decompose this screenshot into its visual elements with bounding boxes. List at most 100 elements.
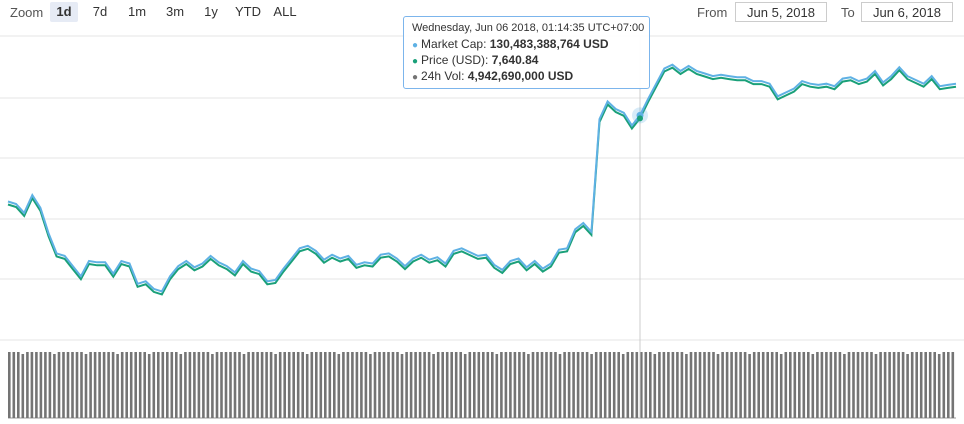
volume-bar (942, 352, 946, 418)
volume-bar (730, 352, 733, 418)
volume-bar (111, 352, 115, 418)
volume-bar (937, 354, 941, 418)
volume-bar (689, 352, 693, 418)
zoom-1y-button[interactable]: 1y (204, 4, 218, 19)
volume-bar (680, 352, 684, 418)
zoom-1m-button[interactable]: 1m (127, 4, 147, 19)
volume-bar (631, 352, 634, 418)
volume-bar (233, 352, 237, 418)
volume-bar (617, 352, 620, 418)
volume-bar (820, 352, 824, 418)
zoom-all-button[interactable]: ALL (273, 4, 297, 19)
volume-bar (260, 352, 264, 418)
volume-bar (603, 352, 607, 418)
volume-bar (919, 352, 923, 418)
volume-bar (531, 352, 535, 418)
volume-bar (26, 352, 29, 418)
volume-bar (35, 352, 38, 418)
volume-bar (576, 352, 580, 418)
volume-bar (152, 352, 156, 418)
volume-bar (17, 352, 20, 418)
volume-bar (594, 352, 598, 418)
volume-bar (716, 354, 720, 418)
volume-bar (459, 352, 462, 418)
volume-bar (251, 352, 255, 418)
zoom-ytd-button[interactable]: YTD (235, 4, 261, 19)
volume-bar (432, 354, 435, 418)
volume-bar (125, 352, 128, 418)
volume-bar (337, 354, 341, 418)
volume-bar (847, 352, 851, 418)
chart-tooltip: Wednesday, Jun 06 2018, 01:14:35 UTC+07:… (403, 16, 650, 89)
to-date-input[interactable]: Jun 6, 2018 (861, 2, 953, 22)
volume-bar (522, 352, 526, 418)
zoom-3m-button[interactable]: 3m (165, 4, 185, 19)
tooltip-volume-label: 24h Vol: (421, 69, 465, 83)
volume-bar (229, 352, 232, 418)
volume-bar (220, 352, 223, 418)
volume-bar (477, 352, 481, 418)
volume-bar (396, 352, 399, 418)
price-dot-icon: ● (412, 56, 419, 67)
volume-bar (825, 352, 828, 418)
volume-bar (590, 354, 593, 418)
volume-bar (482, 352, 485, 418)
tooltip-volume-row: ● 24h Vol: 4,942,690,000 USD (412, 68, 641, 84)
volume-bar (901, 352, 905, 418)
volume-bar (563, 352, 566, 418)
volume-bar (215, 352, 219, 418)
volume-dot-icon: ● (412, 72, 419, 83)
volume-bar (834, 352, 837, 418)
volume-bar (843, 354, 846, 418)
volume-bar (333, 352, 336, 418)
tooltip-market-cap-label: Market Cap: (421, 37, 487, 51)
volume-bar (287, 352, 291, 418)
volume-bar (373, 352, 377, 418)
volume-bar (292, 352, 295, 418)
volume-bar (599, 352, 602, 418)
volume-bar (328, 352, 332, 418)
volume-bar (779, 354, 783, 418)
volume-bar (238, 352, 241, 418)
volume-bar (305, 354, 309, 418)
volume-bar (793, 352, 797, 418)
volume-bar (315, 352, 318, 418)
volume-bar (644, 352, 648, 418)
volume-bar (400, 354, 404, 418)
volume-bar (500, 352, 503, 418)
volume-bar (798, 352, 801, 418)
tooltip-volume-value: 4,942,690,000 USD (467, 69, 574, 83)
volume-bar (626, 352, 630, 418)
volume-bar (906, 354, 909, 418)
volume-bar (224, 352, 228, 418)
volume-bar (197, 352, 201, 418)
volume-bar (324, 352, 327, 418)
volume-bar (861, 352, 864, 418)
volume-bar (743, 352, 747, 418)
volume-bar (147, 354, 151, 418)
volume-bar (685, 354, 688, 418)
volume-bar (739, 352, 742, 418)
volume-bar (143, 352, 146, 418)
volume-bar (883, 352, 887, 418)
zoom-1d-button[interactable]: 1d (50, 2, 78, 22)
to-label: To (841, 5, 855, 20)
volume-bar (364, 352, 368, 418)
volume-bar (48, 352, 52, 418)
volume-bar (468, 352, 472, 418)
volume-bar (757, 352, 760, 418)
volume-bar (775, 352, 778, 418)
volume-bar (463, 354, 467, 418)
tooltip-price-value: 7,640.84 (491, 53, 539, 67)
volume-bar (807, 352, 810, 418)
volume-bar (319, 352, 323, 418)
volume-bar (829, 352, 833, 418)
volume-bar (310, 352, 314, 418)
from-date-input[interactable]: Jun 5, 2018 (735, 2, 827, 22)
zoom-7d-button[interactable]: 7d (92, 4, 108, 19)
volume-bar (694, 352, 697, 418)
volume-bar (518, 352, 521, 418)
volume-bar (188, 352, 192, 418)
volume-bar (748, 354, 751, 418)
